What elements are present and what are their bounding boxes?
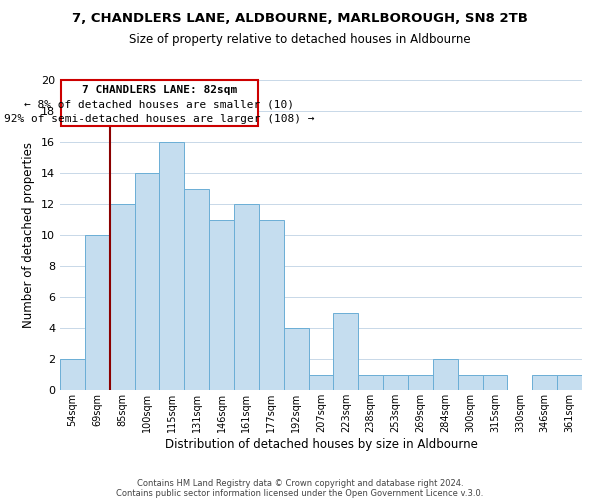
Text: 7 CHANDLERS LANE: 82sqm: 7 CHANDLERS LANE: 82sqm <box>82 84 237 94</box>
Bar <box>160 142 184 390</box>
Bar <box>308 374 334 390</box>
Bar <box>134 173 160 390</box>
Bar <box>284 328 308 390</box>
Y-axis label: Number of detached properties: Number of detached properties <box>22 142 35 328</box>
Bar <box>408 374 433 390</box>
Bar <box>209 220 234 390</box>
Text: Contains HM Land Registry data © Crown copyright and database right 2024.: Contains HM Land Registry data © Crown c… <box>137 478 463 488</box>
Bar <box>234 204 259 390</box>
Bar <box>184 188 209 390</box>
Text: 92% of semi-detached houses are larger (108) →: 92% of semi-detached houses are larger (… <box>4 114 314 124</box>
Text: 7, CHANDLERS LANE, ALDBOURNE, MARLBOROUGH, SN8 2TB: 7, CHANDLERS LANE, ALDBOURNE, MARLBOROUG… <box>72 12 528 26</box>
Bar <box>458 374 482 390</box>
X-axis label: Distribution of detached houses by size in Aldbourne: Distribution of detached houses by size … <box>164 438 478 450</box>
Text: Size of property relative to detached houses in Aldbourne: Size of property relative to detached ho… <box>129 32 471 46</box>
Bar <box>60 359 85 390</box>
Bar <box>259 220 284 390</box>
Bar <box>358 374 383 390</box>
Bar <box>557 374 582 390</box>
Bar <box>110 204 134 390</box>
Bar <box>383 374 408 390</box>
Text: Contains public sector information licensed under the Open Government Licence v.: Contains public sector information licen… <box>116 488 484 498</box>
Bar <box>532 374 557 390</box>
FancyBboxPatch shape <box>61 80 257 126</box>
Bar <box>482 374 508 390</box>
Bar <box>85 235 110 390</box>
Bar <box>334 312 358 390</box>
Bar <box>433 359 458 390</box>
Text: ← 8% of detached houses are smaller (10): ← 8% of detached houses are smaller (10) <box>25 100 295 110</box>
